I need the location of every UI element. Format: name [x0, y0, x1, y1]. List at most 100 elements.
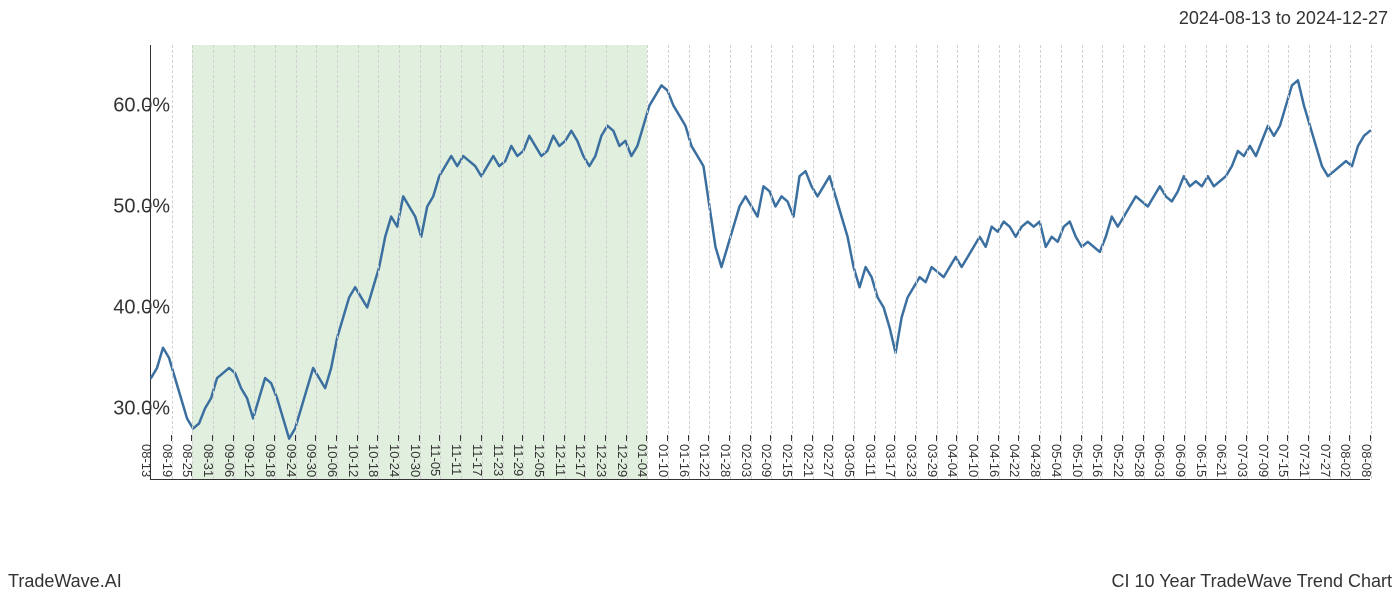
- x-axis-tick-label: 04-22: [1007, 444, 1022, 477]
- x-axis-tick-label: 02-21: [801, 444, 816, 477]
- chart-area: [150, 45, 1370, 480]
- x-axis-tick-label: 03-23: [904, 444, 919, 477]
- x-axis-tick-label: 04-16: [987, 444, 1002, 477]
- x-axis-tick-mark: [1101, 435, 1102, 441]
- x-axis-tick-label: 09-18: [263, 444, 278, 477]
- x-axis-tick-label: 08-13: [139, 444, 154, 477]
- x-axis-tick-mark: [460, 435, 461, 441]
- x-axis-tick-label: 03-11: [863, 444, 878, 476]
- x-gridline: [751, 45, 752, 479]
- x-gridline: [627, 45, 628, 479]
- x-axis-tick-label: 12-17: [573, 444, 588, 477]
- x-axis-tick-label: 06-21: [1214, 444, 1229, 477]
- x-axis-tick-mark: [688, 435, 689, 441]
- x-axis-tick-label: 10-06: [325, 444, 340, 477]
- x-axis-tick-label: 08-25: [180, 444, 195, 477]
- x-axis-tick-mark: [377, 435, 378, 441]
- x-axis-tick-label: 02-15: [780, 444, 795, 477]
- x-gridline: [316, 45, 317, 479]
- x-axis-tick-mark: [295, 435, 296, 441]
- line-series: [151, 45, 1370, 479]
- x-axis-tick-mark: [543, 435, 544, 441]
- x-axis-tick-mark: [1039, 435, 1040, 441]
- x-axis-tick-label: 04-28: [1028, 444, 1043, 477]
- x-axis-tick-mark: [439, 435, 440, 441]
- x-axis-tick-mark: [667, 435, 668, 441]
- x-axis-tick-mark: [832, 435, 833, 441]
- x-axis-tick-mark: [646, 435, 647, 441]
- x-axis-tick-label: 08-19: [160, 444, 175, 477]
- x-axis-tick-mark: [1246, 435, 1247, 441]
- x-axis-tick-mark: [708, 435, 709, 441]
- x-axis-tick-label: 07-09: [1256, 444, 1271, 477]
- x-gridline: [1185, 45, 1186, 479]
- x-gridline: [792, 45, 793, 479]
- x-gridline: [420, 45, 421, 479]
- x-gridline: [1164, 45, 1165, 479]
- x-axis-tick-mark: [1287, 435, 1288, 441]
- x-axis-tick-label: 11-29: [511, 444, 526, 476]
- x-axis-tick-mark: [1081, 435, 1082, 441]
- x-axis-tick-mark: [212, 435, 213, 441]
- x-axis-tick-mark: [1122, 435, 1123, 441]
- x-axis-tick-label: 07-27: [1318, 444, 1333, 477]
- x-axis-tick-label: 10-12: [346, 444, 361, 477]
- x-gridline: [1061, 45, 1062, 479]
- x-axis-tick-mark: [419, 435, 420, 441]
- x-axis-tick-mark: [750, 435, 751, 441]
- x-gridline: [1082, 45, 1083, 479]
- x-gridline: [337, 45, 338, 479]
- x-axis-tick-label: 09-12: [242, 444, 257, 477]
- x-axis-tick-label: 11-05: [428, 444, 443, 476]
- x-axis-tick-mark: [874, 435, 875, 441]
- x-gridline: [585, 45, 586, 479]
- x-axis-tick-mark: [233, 435, 234, 441]
- x-axis-tick-label: 04-10: [966, 444, 981, 477]
- x-gridline: [916, 45, 917, 479]
- x-axis-tick-label: 02-09: [759, 444, 774, 477]
- x-axis-tick-label: 12-29: [615, 444, 630, 477]
- x-axis-tick-mark: [1205, 435, 1206, 441]
- x-axis-tick-mark: [171, 435, 172, 441]
- x-axis-tick-mark: [915, 435, 916, 441]
- x-axis-tick-label: 07-15: [1276, 444, 1291, 477]
- x-gridline: [689, 45, 690, 479]
- y-axis-tick-label: 30.0%: [60, 398, 170, 421]
- x-gridline: [730, 45, 731, 479]
- x-gridline: [833, 45, 834, 479]
- x-axis-tick-label: 12-05: [532, 444, 547, 477]
- x-axis-tick-label: 10-24: [387, 444, 402, 477]
- x-gridline: [668, 45, 669, 479]
- x-axis-tick-label: 01-28: [718, 444, 733, 477]
- x-axis-tick-mark: [1308, 435, 1309, 441]
- x-gridline: [1040, 45, 1041, 479]
- x-axis-tick-label: 05-28: [1132, 444, 1147, 477]
- x-axis-tick-mark: [853, 435, 854, 441]
- x-gridline: [1206, 45, 1207, 479]
- x-axis-tick-mark: [274, 435, 275, 441]
- x-gridline: [192, 45, 193, 479]
- x-axis-tick-label: 03-17: [883, 444, 898, 477]
- x-gridline: [234, 45, 235, 479]
- x-axis-tick-label: 07-21: [1297, 444, 1312, 477]
- x-axis-tick-mark: [1060, 435, 1061, 441]
- x-gridline: [399, 45, 400, 479]
- x-axis-tick-mark: [791, 435, 792, 441]
- x-axis-tick-label: 09-24: [284, 444, 299, 477]
- x-gridline: [978, 45, 979, 479]
- x-axis-tick-mark: [253, 435, 254, 441]
- x-gridline: [1371, 45, 1372, 479]
- x-axis-tick-mark: [481, 435, 482, 441]
- x-axis-tick-mark: [1267, 435, 1268, 441]
- x-axis-tick-mark: [584, 435, 585, 441]
- x-axis-tick-label: 05-16: [1090, 444, 1105, 477]
- x-gridline: [875, 45, 876, 479]
- x-axis-tick-label: 11-17: [470, 444, 485, 476]
- x-axis-tick-mark: [564, 435, 565, 441]
- x-gridline: [606, 45, 607, 479]
- x-axis-tick-mark: [150, 435, 151, 441]
- x-axis-tick-mark: [357, 435, 358, 441]
- x-gridline: [254, 45, 255, 479]
- x-gridline: [854, 45, 855, 479]
- x-gridline: [1144, 45, 1145, 479]
